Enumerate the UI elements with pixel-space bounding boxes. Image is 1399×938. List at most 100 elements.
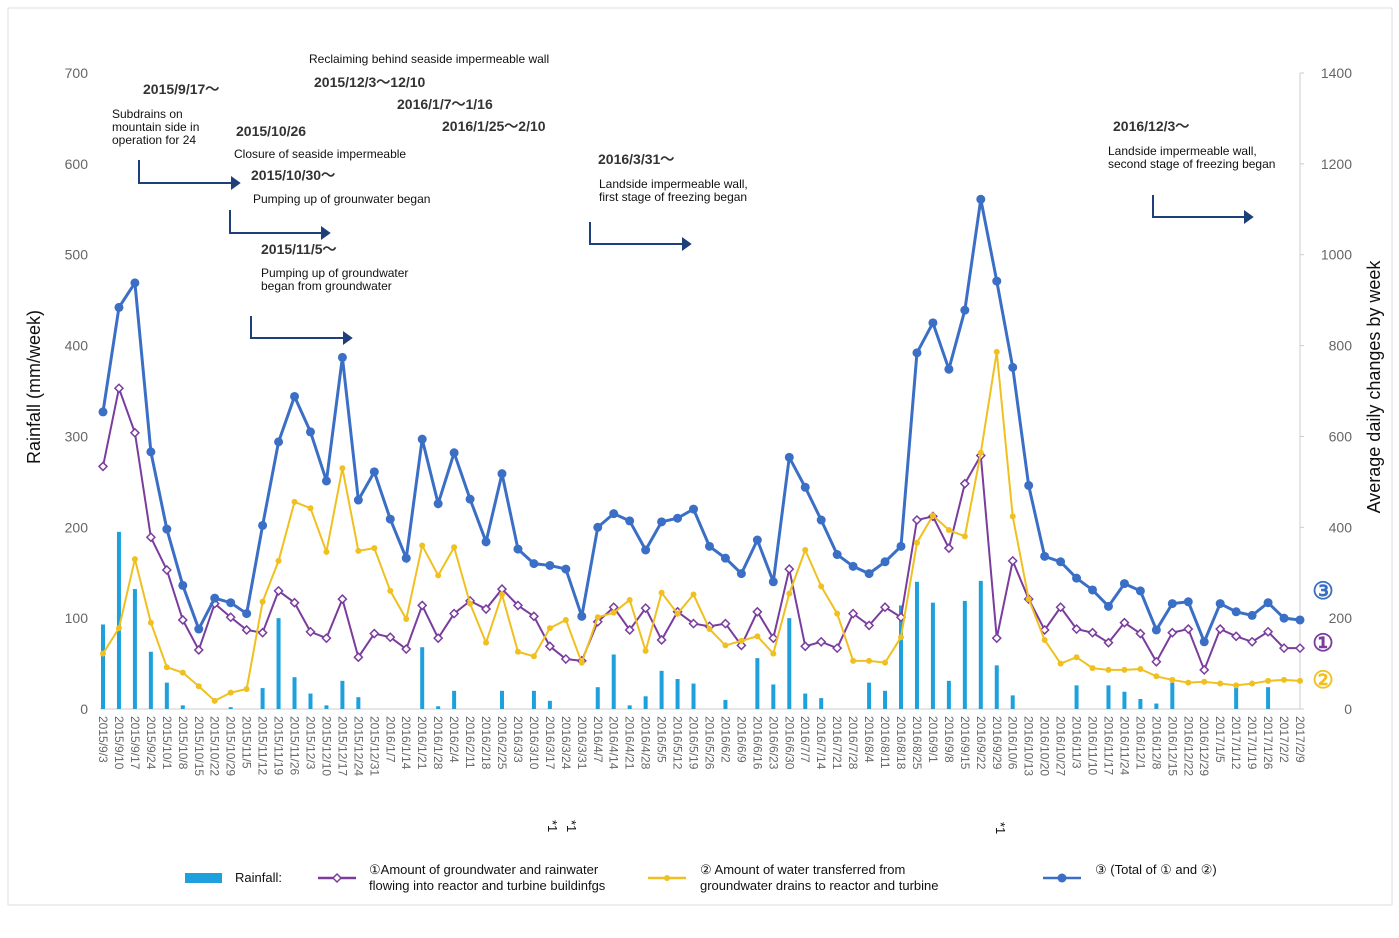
marker — [929, 512, 936, 519]
line — [102, 384, 1300, 673]
marker — [161, 564, 172, 576]
marker — [337, 352, 347, 362]
bar — [531, 690, 536, 709]
marker — [561, 564, 571, 574]
x-tick-label: 2016/11/17 — [1101, 716, 1115, 775]
y2-tick-label: 800 — [1329, 338, 1353, 354]
bar — [340, 680, 345, 709]
marker — [353, 495, 363, 505]
marker — [1040, 551, 1050, 561]
arrows — [138, 160, 1254, 345]
marker — [1135, 586, 1145, 596]
bar — [595, 687, 600, 709]
marker — [961, 533, 968, 540]
bar — [978, 580, 983, 709]
legend-label: ② Amount of water transferred from groun… — [700, 862, 939, 893]
marker — [913, 539, 920, 546]
note-marker: *1 — [564, 820, 579, 832]
marker — [577, 611, 587, 621]
y-tick-label: 600 — [65, 156, 89, 172]
x-tick-label: 2016/10/20 — [1038, 716, 1052, 776]
x-tick-label: 2017/1/19 — [1245, 716, 1259, 770]
marker — [467, 600, 474, 607]
marker — [1105, 666, 1112, 673]
x-tick-label: 2016/12/1 — [1133, 716, 1147, 770]
marker — [177, 614, 188, 626]
marker — [1294, 643, 1306, 654]
x-tick-label: 2017/1/12 — [1229, 716, 1243, 770]
x-tick-label: 2016/5/5 — [655, 716, 669, 763]
marker — [1247, 636, 1258, 647]
bar — [276, 618, 281, 709]
marker — [371, 545, 378, 552]
marker — [834, 610, 841, 617]
marker — [1087, 627, 1098, 638]
marker — [738, 637, 745, 644]
annotation: 2015/12/3～12/10 — [314, 74, 426, 90]
marker — [257, 627, 268, 638]
bar — [611, 654, 616, 709]
annotation: 2015/10/30～ — [251, 167, 336, 183]
legend-item — [1043, 873, 1081, 883]
marker — [1121, 666, 1128, 673]
marker — [529, 559, 539, 569]
x-tick-label: 2016/10/6 — [1006, 716, 1020, 770]
arrow — [1152, 195, 1245, 218]
x-tick-label: 2016/9/29 — [990, 716, 1004, 770]
x-tick-label: 2015/11/5 — [240, 716, 254, 769]
marker — [546, 625, 553, 632]
marker — [1281, 676, 1288, 683]
marker — [225, 612, 236, 623]
marker — [1249, 680, 1256, 687]
x-tick-label: 2016/6/2 — [718, 716, 732, 763]
marker — [1153, 673, 1160, 680]
bar — [883, 690, 888, 709]
annotation: Closure of seaside impermeable — [234, 147, 407, 161]
marker — [1185, 679, 1192, 686]
marker — [1151, 625, 1161, 635]
marker — [147, 619, 154, 626]
annotation: Landside impermeable wall, first stage o… — [599, 178, 759, 204]
marker — [499, 591, 505, 598]
bar — [132, 589, 137, 709]
bar — [148, 651, 153, 709]
bar — [723, 699, 728, 709]
marker — [816, 636, 827, 647]
marker — [1007, 555, 1018, 566]
marker — [403, 616, 410, 623]
marker — [626, 596, 633, 603]
legend-item — [648, 875, 686, 881]
marker — [736, 569, 746, 579]
marker — [642, 647, 649, 654]
marker — [736, 640, 747, 651]
annotation: 2015/10/26 — [236, 123, 307, 139]
bar — [1234, 687, 1239, 709]
marker — [1057, 660, 1064, 667]
marker — [752, 606, 763, 617]
marker — [848, 561, 858, 571]
x-tick-label: 2015/10/22 — [208, 716, 222, 776]
marker — [1215, 623, 1226, 635]
marker — [1201, 678, 1208, 685]
marker — [1041, 636, 1048, 643]
marker — [848, 608, 859, 619]
legend-label: Rainfall: — [235, 870, 282, 885]
marker — [419, 542, 426, 549]
bar — [180, 705, 185, 709]
line — [102, 351, 1301, 703]
marker — [387, 587, 394, 594]
x-tick-label: 2016/10/13 — [1022, 716, 1036, 776]
bar — [324, 705, 329, 709]
y2-tick-label: 400 — [1329, 519, 1353, 535]
marker — [321, 633, 332, 644]
legend-item — [185, 873, 222, 883]
marker — [305, 427, 315, 437]
marker — [1169, 676, 1176, 683]
marker — [178, 580, 188, 590]
bar — [643, 696, 648, 709]
marker — [481, 537, 491, 547]
bar — [228, 707, 233, 709]
marker — [211, 697, 218, 704]
marker — [433, 633, 444, 644]
x-tick-label: 2017/2/2 — [1277, 716, 1291, 763]
